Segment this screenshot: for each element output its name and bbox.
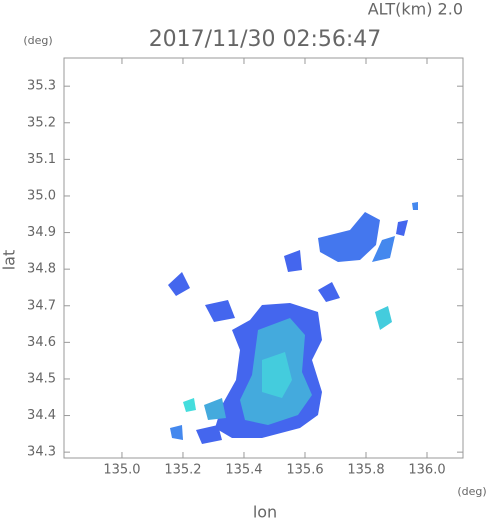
chart-title: 2017/11/30 02:56:47 <box>149 27 382 52</box>
y-tick-label: 34.4 <box>27 408 56 423</box>
y-tick-label: 35.1 <box>27 152 56 167</box>
x-tick-label: 135.8 <box>347 463 384 478</box>
x-tick-label: 136.0 <box>408 463 445 478</box>
y-tick-label: 34.3 <box>27 445 56 460</box>
y-tick-label: 34.8 <box>27 262 56 277</box>
subtitle: ALT(km) 2.0 <box>368 0 463 19</box>
y-tick-label: 35.2 <box>27 115 56 130</box>
radar-echo <box>168 202 418 444</box>
x-axis-label: lon <box>253 503 277 522</box>
x-tick-label: 135.6 <box>286 463 323 478</box>
x-tick-label: 135.2 <box>164 463 201 478</box>
x-tick-label: 135.0 <box>103 463 140 478</box>
y-tick-label: 34.7 <box>27 298 56 313</box>
x-tick-label: 135.4 <box>225 463 262 478</box>
y-unit: (deg) <box>23 34 52 47</box>
y-tick-label: 35.0 <box>27 188 56 203</box>
plot-frame <box>63 57 464 459</box>
y-tick-label: 35.3 <box>27 79 56 94</box>
y-axis-label: lat <box>0 250 19 271</box>
y-tick-label: 34.5 <box>27 371 56 386</box>
y-tick-label: 34.9 <box>27 225 56 240</box>
y-tick-label: 34.6 <box>27 335 56 350</box>
x-unit: (deg) <box>457 485 486 498</box>
